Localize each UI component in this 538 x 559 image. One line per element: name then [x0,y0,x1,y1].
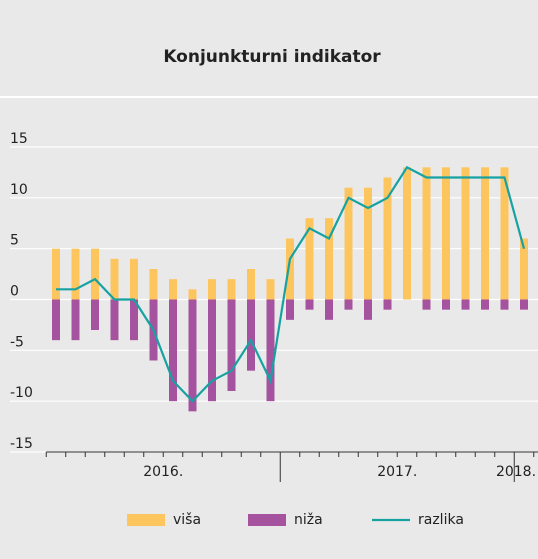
bar [364,299,372,320]
chart-title: Konjunkturni indikator [163,47,381,67]
bar [266,279,275,300]
y-tick-label: 10 [10,182,28,198]
bar [71,248,80,300]
bar [208,279,216,300]
bar [71,299,80,341]
bar [383,177,392,300]
x-tick-label: 2017. [377,464,417,480]
bar [305,218,314,300]
bar [422,299,431,310]
bar [91,299,99,330]
y-tick-label: 5 [10,233,19,249]
bar [188,299,197,412]
bar [266,299,275,402]
bar [344,299,353,310]
y-tick-label: -10 [10,385,33,401]
legend-swatch [248,514,286,526]
bar [188,289,197,300]
bar [52,299,60,341]
bar [247,299,255,371]
y-tick-label: 0 [10,284,19,300]
bar [481,299,489,310]
bar [286,238,294,300]
bar [227,299,236,391]
bar [422,167,431,300]
x-tick-label: 2016. [143,464,183,480]
bar [110,258,119,300]
bar [403,167,411,300]
bar [130,258,138,300]
bar [305,299,314,310]
bar [325,218,333,300]
bar [247,269,255,300]
bar [110,299,119,341]
y-tick-label: 15 [10,131,28,147]
bar [325,299,333,320]
bar [169,279,177,300]
y-tick-label: -15 [10,436,33,452]
legend-label: niža [294,512,323,528]
bar [208,299,216,402]
bar [130,299,138,341]
bar [461,167,470,300]
y-tick-label: -5 [10,334,24,350]
bar [520,299,528,310]
bar [169,299,177,402]
bar [286,299,294,320]
bar [500,299,509,310]
x-tick-label: 2018. [496,464,536,480]
bar [500,167,509,300]
bar [461,299,470,310]
legend-swatch [127,514,165,526]
legend-label: razlika [418,512,464,528]
bar [442,299,450,310]
bar [344,187,353,300]
bar [520,238,528,300]
legend-label: viša [173,512,201,528]
bar [364,187,372,300]
bar [383,299,392,310]
bar [91,248,99,300]
bar [149,269,158,300]
bar [481,167,489,300]
bar [442,167,450,300]
line [56,165,526,403]
bar [227,279,236,300]
bar [52,248,60,300]
